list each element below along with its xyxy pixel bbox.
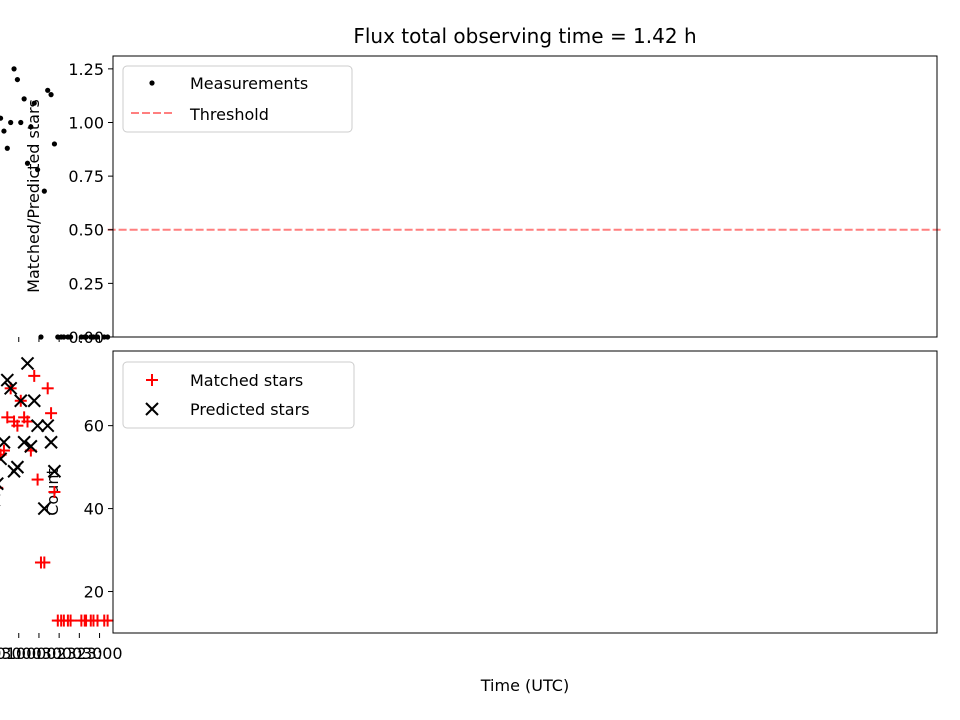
measurement-point (14, 76, 21, 83)
measurement-point (11, 66, 17, 72)
measurement-point (45, 87, 51, 93)
measurement-point (65, 334, 71, 340)
bottom-y-tick-label: 20 (84, 583, 104, 602)
measurement-point (94, 334, 101, 340)
bottom-x-tick-label: 01:30 (0, 644, 22, 663)
bottom-y-tick-label: 40 (84, 500, 104, 519)
legend-threshold-label: Threshold (189, 105, 269, 124)
bottom-x-tick-label: 23:00 (76, 644, 122, 663)
bottom-x-tick-label: 02:00 (0, 644, 1, 663)
matched-star-point (41, 382, 54, 395)
top-axes-frame (112, 55, 938, 338)
measurement-point (88, 334, 94, 340)
predicted-star-point (14, 394, 28, 408)
measurement-point (51, 141, 58, 147)
legend-predicted-marker (145, 402, 159, 416)
measurement-point (101, 334, 107, 340)
x-axis-label: Time (UTC) (480, 676, 569, 695)
predicted-star-point (0, 435, 11, 449)
measurement-point (31, 100, 37, 106)
predicted-star-point (30, 418, 45, 433)
measurement-point (28, 124, 34, 130)
predicted-star-point (0, 452, 8, 466)
measurement-point (24, 160, 31, 166)
measurement-point (0, 115, 4, 121)
measurement-point (35, 167, 41, 173)
predicted-star-point (17, 435, 31, 449)
top-legend: Measurements Threshold (122, 65, 353, 133)
legend-measurements-label: Measurements (190, 74, 308, 93)
top-y-tick-label: 0.75 (68, 167, 104, 186)
bottom-x-tick-label: 23:30 (56, 644, 102, 663)
legend-matched-label: Matched stars (190, 371, 303, 390)
bottom-y-tick-label: 60 (84, 417, 104, 436)
predicted-star-point (47, 464, 62, 478)
matched-star-point (75, 614, 88, 627)
measurement-point (4, 145, 10, 151)
predicted-star-point (24, 439, 38, 454)
chart-title: Flux total observing time = 1.42 h (353, 24, 696, 48)
bottom-x-tick-label: 00:00 (36, 644, 82, 663)
matched-star-point (18, 411, 31, 424)
measurement-point (48, 92, 54, 98)
predicted-star-point (7, 464, 21, 478)
predicted-star-point (40, 418, 55, 433)
top-y-tick-label: 0.00 (68, 328, 104, 347)
top-panel: 0.00 0.25 0.50 0.75 1.00 1.25 (0, 55, 943, 347)
matched-star-point (28, 369, 41, 382)
bottom-x-tick-label: 01:00 (0, 644, 42, 663)
predicted-star-point (3, 381, 18, 396)
measurement-point (1, 128, 7, 134)
measurement-point (21, 96, 27, 102)
legend-measurements-marker (149, 80, 155, 86)
top-y-tick-label: 1.00 (68, 113, 104, 132)
predicted-star-point (44, 435, 58, 449)
matched-star-point (34, 556, 47, 569)
predicted-star-point (0, 373, 15, 387)
measurement-point (41, 188, 47, 194)
bottom-legend: Matched stars Predicted stars (122, 361, 355, 429)
matched-star-point (8, 415, 21, 428)
measurement-point (38, 334, 44, 340)
top-y-axis-label: Matched/Predicted stars (24, 99, 43, 293)
predicted-star-point (27, 394, 41, 408)
measurement-point (18, 119, 24, 126)
predicted-star-point (37, 501, 52, 516)
predicted-star-point (0, 476, 4, 491)
measurement-point (78, 334, 84, 340)
measurement-point (8, 119, 14, 126)
matched-star-point (45, 407, 58, 420)
top-y-tick-label: 0.25 (68, 274, 104, 293)
bottom-panel: 20 40 60 23:0023:3000:0000:3001:0001:3002:0… (0, 350, 938, 663)
matched-star-point (51, 614, 64, 627)
predicted-star-point (20, 356, 35, 371)
top-y-tick-label: 1.25 (68, 60, 104, 79)
matched-star-point (48, 486, 61, 498)
matched-star-point (1, 411, 14, 424)
bottom-axes-frame (112, 350, 938, 634)
legend-matched-marker (146, 374, 158, 386)
matched-star-point (31, 473, 44, 486)
legend-predicted-label: Predicted stars (190, 400, 310, 419)
bottom-x-tick-label: 00:30 (16, 644, 62, 663)
top-y-tick-label: 0.50 (68, 221, 104, 240)
